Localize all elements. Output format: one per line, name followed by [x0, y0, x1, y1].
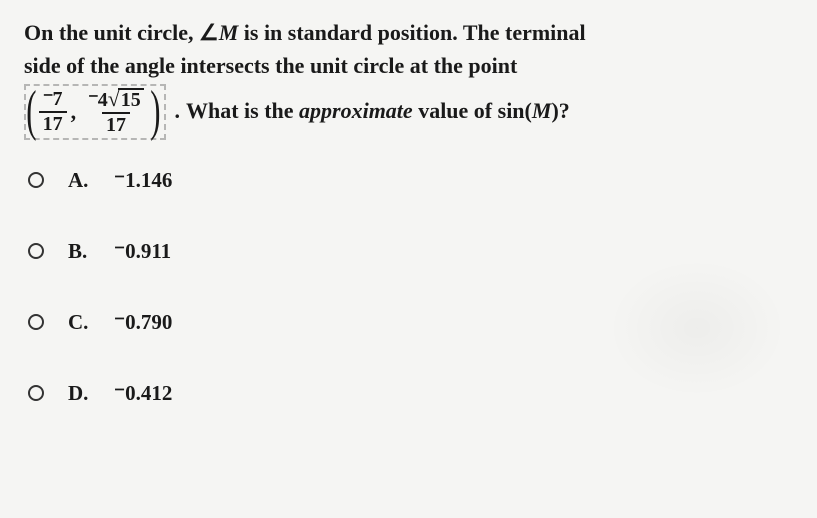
radio-icon[interactable]: [28, 243, 44, 259]
neg-sign: ⁻: [88, 89, 98, 111]
neg-sign: ⁻: [43, 88, 53, 110]
option-d[interactable]: D. ⁻0.412: [28, 381, 793, 406]
emphasized-word: approximate: [299, 98, 413, 123]
fraction-y: ⁻4√15 17: [84, 88, 148, 136]
option-value: ⁻0.412: [114, 381, 172, 406]
radio-icon[interactable]: [28, 172, 44, 188]
coordinate-point: ( ⁻7 17 , ⁻4√15 17 ): [24, 84, 166, 140]
y-coefficient: 4: [98, 89, 108, 111]
option-value: ⁻1.146: [114, 168, 172, 193]
option-letter: D.: [68, 381, 90, 406]
question-tail: What is the approximate value of sin(M)?: [186, 96, 570, 127]
option-letter: B.: [68, 239, 90, 264]
answer-options: A. ⁻1.146 B. ⁻0.911 C. ⁻0.790 D. ⁻0.412: [24, 168, 793, 406]
stem-text: is in standard position. The terminal: [238, 20, 585, 45]
option-c[interactable]: C. ⁻0.790: [28, 310, 793, 335]
tail-text: What is the: [186, 98, 299, 123]
stem-line-1: On the unit circle, ∠M is in standard po…: [24, 18, 793, 49]
fraction-x: ⁻7 17: [39, 89, 67, 135]
angle-symbol: ∠: [199, 20, 219, 45]
sin-variable: M: [532, 98, 552, 123]
option-a[interactable]: A. ⁻1.146: [28, 168, 793, 193]
sqrt-icon: √15: [108, 88, 144, 111]
radio-icon[interactable]: [28, 385, 44, 401]
stem-text: On the unit circle,: [24, 20, 199, 45]
tail-text: value of sin(: [413, 98, 532, 123]
period: .: [174, 96, 180, 127]
radio-icon[interactable]: [28, 314, 44, 330]
radicand: 15: [118, 88, 144, 111]
left-paren: (: [26, 89, 36, 134]
tail-text: )?: [551, 98, 569, 123]
stem-line-2: side of the angle intersects the unit ci…: [24, 51, 793, 82]
question-stem: On the unit circle, ∠M is in standard po…: [24, 18, 793, 140]
option-letter: A.: [68, 168, 90, 193]
stem-line-3: ( ⁻7 17 , ⁻4√15 17 ) . What is the appro…: [24, 84, 793, 140]
x-numerator: 7: [52, 88, 62, 110]
right-paren: ): [150, 89, 160, 134]
option-b[interactable]: B. ⁻0.911: [28, 239, 793, 264]
option-value: ⁻0.790: [114, 310, 172, 335]
comma: ,: [71, 97, 77, 128]
option-letter: C.: [68, 310, 90, 335]
option-value: ⁻0.911: [114, 239, 171, 264]
y-denominator: 17: [102, 112, 130, 136]
angle-variable: M: [219, 20, 239, 45]
x-denominator: 17: [39, 111, 67, 135]
stem-text: side of the angle intersects the unit ci…: [24, 53, 517, 78]
